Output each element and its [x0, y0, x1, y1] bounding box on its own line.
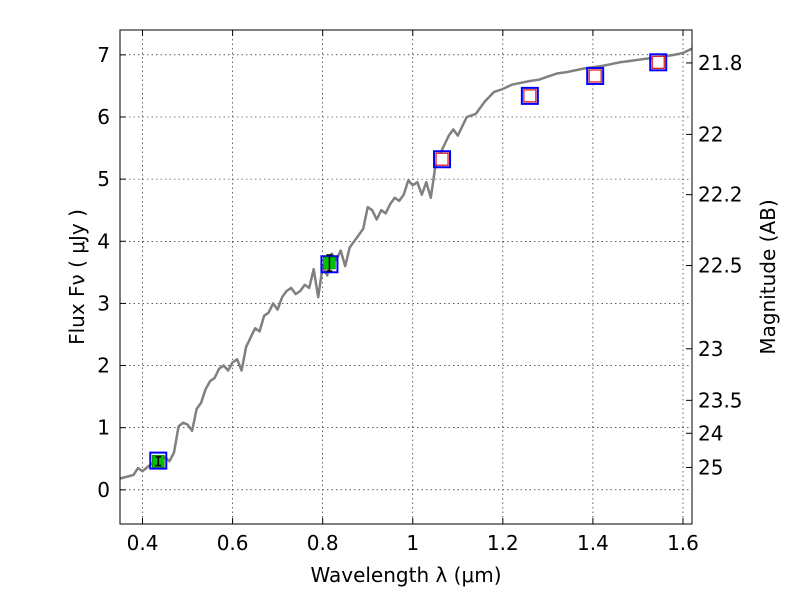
plot-frame: [119, 29, 693, 525]
model-band-marker: [649, 53, 668, 72]
x-tick-label: 1.4: [577, 531, 609, 555]
x-axis-title: Wavelength λ (μm): [310, 563, 501, 587]
x-tick-label: 1.2: [487, 531, 519, 555]
marker-layer: [149, 53, 668, 470]
mag-tick-label: 25: [698, 455, 723, 479]
y-tick-label: 7: [97, 43, 110, 67]
y-tick-label: 0: [97, 478, 110, 502]
upper-limit-marker: [588, 69, 602, 83]
x-tick-label: 0.4: [127, 531, 159, 555]
grid: [120, 30, 692, 524]
x-tick-label: 0.6: [217, 531, 249, 555]
model-band-marker: [149, 451, 168, 470]
x-tick-label: 1: [406, 531, 419, 555]
mag-tick-label: 21.8: [698, 51, 743, 75]
y-tick-label: 4: [97, 229, 110, 253]
y-tick-label: 5: [97, 167, 110, 191]
upper-limit-marker: [523, 89, 537, 103]
mag-tick-label: 23.5: [698, 388, 743, 412]
y2-axis-title: Magnitude (AB): [756, 199, 780, 354]
mag-tick-label: 22: [698, 122, 723, 146]
y-axis-title: Flux Fν ( μJy ): [65, 209, 89, 345]
y-tick-label: 2: [97, 354, 110, 378]
mag-tick-label: 24: [698, 421, 723, 445]
model-band-marker: [433, 150, 452, 169]
mag-tick-label: 22.5: [698, 254, 743, 278]
model-band-marker: [586, 66, 605, 85]
y-tick-label: 3: [97, 291, 110, 315]
model-band-marker: [520, 86, 539, 105]
mag-tick-label: 23: [698, 337, 723, 361]
y-tick-label: 1: [97, 416, 110, 440]
spectrum-line: [119, 47, 693, 480]
upper-limit-marker: [651, 55, 665, 69]
mag-tick-label: 22.2: [698, 183, 743, 207]
x-tick-label: 1.6: [667, 531, 699, 555]
y-tick-label: 6: [97, 105, 110, 129]
upper-limit-marker: [435, 152, 449, 166]
x-tick-label: 0.8: [307, 531, 339, 555]
spectrum-layer: [119, 47, 693, 480]
tick-layer: [120, 30, 692, 524]
